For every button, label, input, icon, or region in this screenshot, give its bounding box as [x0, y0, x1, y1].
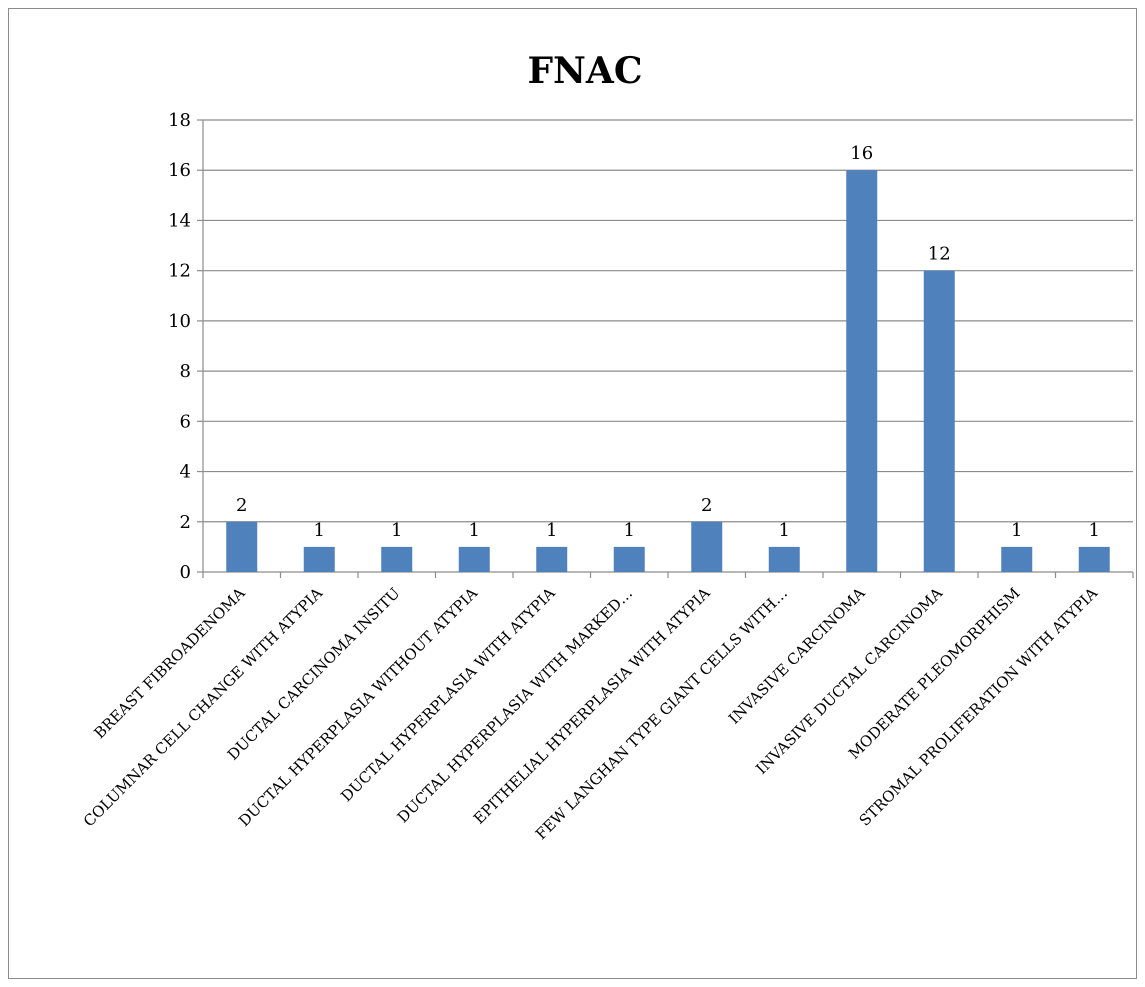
y-axis-tick-label: 14	[168, 210, 191, 231]
x-axis-category-label: MODERATE PLEOMORPHISM	[845, 584, 1024, 763]
bars	[226, 170, 1110, 572]
bar	[691, 521, 723, 572]
data-label: 1	[779, 520, 790, 541]
data-label: 1	[1089, 520, 1100, 541]
y-axis-tick-label: 18	[168, 110, 191, 131]
x-axis-category-label: DUCTAL CARCINOMA INSITU	[224, 584, 404, 764]
chart-frame: FNAC 2 1 1 1 1 1 2 1 16 12 1 1 0 2 4 6 8 10 12 14 16 18 BREA…	[8, 8, 1137, 979]
y-axis-tick-label: 0	[180, 562, 191, 583]
x-axis-category-label: BREAST FIBROADENOMA	[91, 584, 249, 742]
bar	[846, 170, 878, 572]
axes	[197, 119, 1134, 578]
y-axis-tick-labels: 0 2 4 6 8 10 12 14 16 18	[168, 110, 191, 583]
bar	[1001, 546, 1033, 572]
chart-title: FNAC	[527, 50, 642, 92]
bar	[303, 546, 335, 572]
data-label: 1	[314, 520, 325, 541]
data-label: 1	[391, 520, 402, 541]
data-label: 2	[236, 495, 247, 516]
y-axis-tick-label: 16	[168, 160, 191, 181]
data-label: 1	[624, 520, 635, 541]
y-axis-tick-label: 8	[180, 361, 191, 382]
gridlines	[203, 119, 1133, 523]
bar	[613, 546, 645, 572]
data-label: 1	[1011, 520, 1022, 541]
y-axis-tick-label: 6	[180, 411, 191, 432]
bar	[536, 546, 568, 572]
bar	[1078, 546, 1110, 572]
y-axis-tick-label: 4	[180, 462, 191, 483]
y-axis-tick-label: 12	[168, 261, 191, 282]
x-axis-category-label: INVASIVE CARCINOMA	[725, 584, 869, 728]
bar	[923, 270, 955, 572]
data-label: 16	[850, 143, 873, 164]
data-label: 2	[701, 495, 712, 516]
bar	[226, 521, 258, 572]
y-axis-tick-label: 10	[168, 311, 191, 332]
y-axis-tick-label: 2	[180, 512, 191, 533]
data-label: 1	[469, 520, 480, 541]
data-label: 1	[546, 520, 557, 541]
data-label: 12	[928, 244, 951, 265]
bar	[458, 546, 490, 572]
bar	[381, 546, 413, 572]
bar	[768, 546, 800, 572]
